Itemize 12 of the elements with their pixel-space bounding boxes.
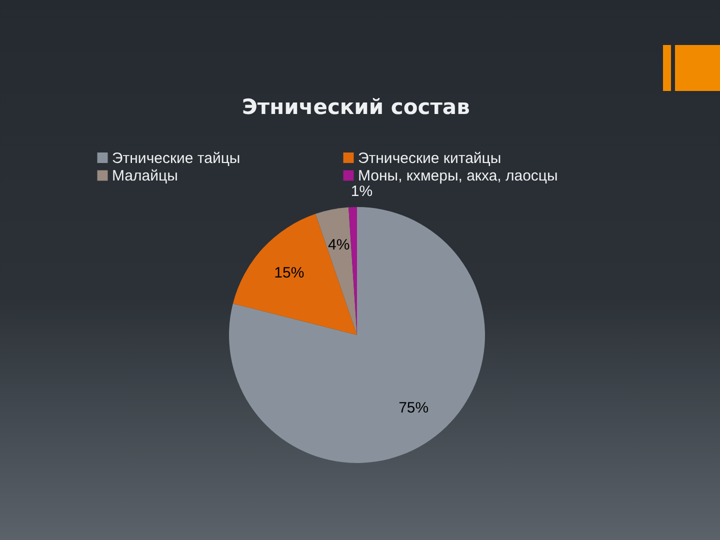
data-label: 75%: [398, 400, 429, 417]
data-label: 1%: [350, 183, 373, 200]
legend-label: Этнические китайцы: [358, 150, 502, 167]
pie-slice: [232, 214, 357, 335]
data-label: 4%: [328, 236, 350, 254]
legend-label: Моны, кхмеры, акха, лаосцы: [358, 168, 558, 184]
legend-label: Этнические тайцы: [112, 150, 240, 167]
pie-slice: [315, 207, 357, 335]
pie-slice: [229, 207, 485, 463]
data-label: 15%: [274, 264, 304, 282]
chart-title: Этнический состав: [242, 95, 470, 119]
legend-label: Малайцы: [112, 168, 178, 184]
